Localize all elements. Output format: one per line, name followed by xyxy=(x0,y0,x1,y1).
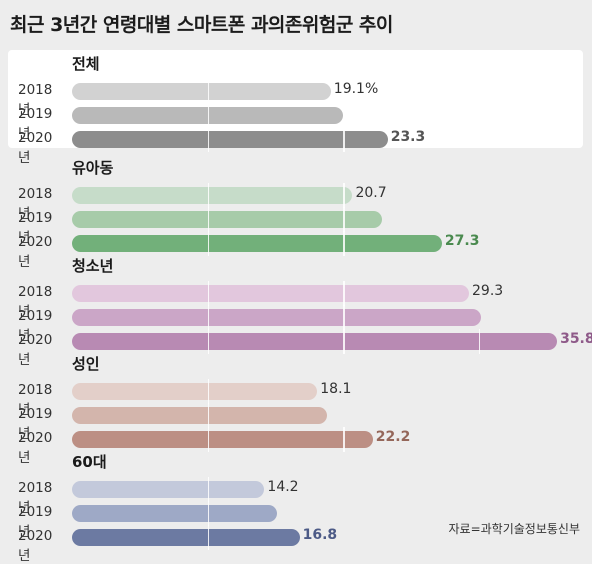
year-label: 2020년 xyxy=(18,430,53,466)
bar xyxy=(72,383,318,400)
gridline xyxy=(343,305,345,330)
group-label: 전체 xyxy=(72,55,100,73)
gridline xyxy=(207,183,209,208)
gridline xyxy=(343,207,345,232)
group-label: 유아동 xyxy=(72,159,114,177)
year-label: 2019년 xyxy=(18,106,53,142)
year-label: 2019년 xyxy=(18,504,53,540)
value-label: 35.8 xyxy=(560,331,592,347)
value-label: 22.2 xyxy=(375,429,411,445)
year-label: 2019년 xyxy=(18,406,53,442)
gridline xyxy=(207,305,209,330)
gridline xyxy=(207,231,209,256)
year-label: 2020년 xyxy=(18,130,53,166)
gridline xyxy=(207,103,209,128)
gridline xyxy=(343,231,345,256)
gridline xyxy=(207,281,209,306)
bar xyxy=(72,83,331,100)
gridline xyxy=(343,183,345,208)
year-label: 2019년 xyxy=(18,308,53,344)
year-label: 2020년 xyxy=(18,332,53,368)
bar xyxy=(72,211,383,228)
gridline xyxy=(207,127,209,152)
gridline xyxy=(343,427,345,452)
chart-title: 최근 3년간 연령대별 스마트폰 과의존위험군 추이 xyxy=(10,14,393,36)
bar xyxy=(72,407,327,424)
bar xyxy=(72,131,388,148)
gridline xyxy=(207,427,209,452)
year-label: 2018년 xyxy=(18,382,53,418)
value-label: 29.3 xyxy=(472,283,504,299)
gridline xyxy=(207,207,209,232)
year-label: 2018년 xyxy=(18,480,53,516)
bar xyxy=(72,481,265,498)
year-label: 2019년 xyxy=(18,210,53,246)
value-label: 27.3 xyxy=(444,233,480,249)
group-label: 성인 xyxy=(72,355,100,373)
year-label: 2020년 xyxy=(18,234,53,270)
gridline xyxy=(207,379,209,404)
value-label: 23.3 xyxy=(390,129,426,145)
bar xyxy=(72,431,373,448)
gridline xyxy=(343,281,345,306)
year-label: 2020년 xyxy=(18,528,53,564)
gridline xyxy=(207,403,209,428)
gridline xyxy=(343,329,345,354)
gridline xyxy=(207,477,209,502)
value-label: 14.2 xyxy=(267,479,299,495)
group-label: 청소년 xyxy=(72,257,114,275)
bar xyxy=(72,187,353,204)
group-label: 60대 xyxy=(72,453,107,471)
value-label: 19.1% xyxy=(333,81,379,97)
bar xyxy=(72,309,482,326)
bar xyxy=(72,333,558,350)
year-label: 2018년 xyxy=(18,82,53,118)
gridline xyxy=(478,329,480,354)
bar xyxy=(72,235,442,252)
gridline xyxy=(207,329,209,354)
value-label: 16.8 xyxy=(302,527,338,543)
gridline xyxy=(207,501,209,526)
source-note: 자료=과학기술정보통신부 xyxy=(448,522,581,536)
value-label: 20.7 xyxy=(355,185,387,201)
gridline xyxy=(207,525,209,550)
gridline xyxy=(207,79,209,104)
value-label: 18.1 xyxy=(320,381,352,397)
year-label: 2018년 xyxy=(18,284,53,320)
bar xyxy=(72,529,300,546)
year-label: 2018년 xyxy=(18,186,53,222)
gridline xyxy=(343,127,345,152)
bar xyxy=(72,505,277,522)
bar xyxy=(72,285,469,302)
